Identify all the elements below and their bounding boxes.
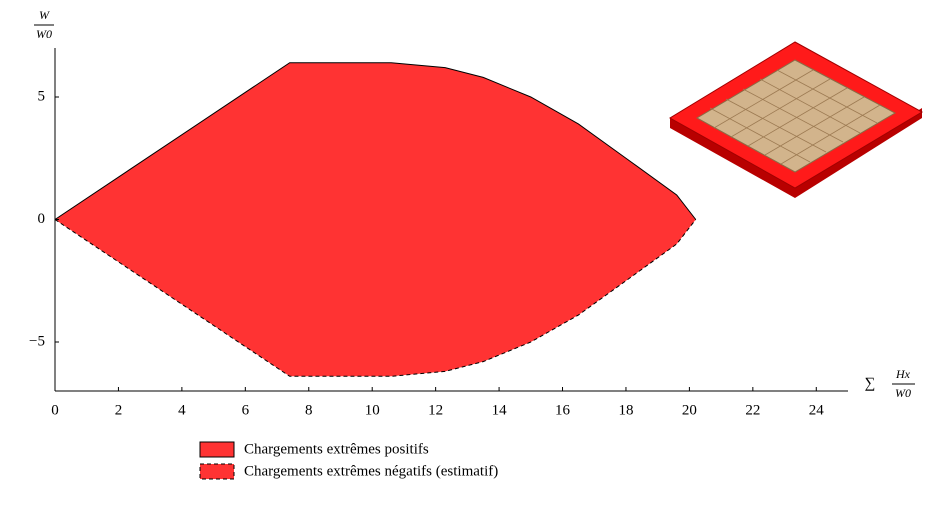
plate-side [670, 108, 922, 198]
y-tick-label: −5 [29, 333, 45, 349]
x-tick-label: 10 [365, 402, 380, 418]
plate-inner [695, 59, 897, 173]
x-tick-label: 8 [305, 402, 313, 418]
inset-plate [669, 41, 924, 198]
x-tick-label: 6 [242, 402, 250, 418]
x-tick-label: 2 [115, 402, 123, 418]
x-tick-label: 14 [492, 402, 508, 418]
y-tick-label: 0 [38, 211, 46, 227]
x-label-num: Hx [895, 367, 911, 381]
x-tick-label: 0 [51, 402, 59, 418]
x-tick-label: 24 [809, 402, 825, 418]
x-tick-label: 12 [428, 402, 443, 418]
area-outline [54, 62, 697, 220]
legend-swatch [199, 463, 235, 480]
x-tick-label: 16 [555, 402, 571, 418]
x-tick-label: 18 [618, 402, 633, 418]
x-label-sym: ∑ [865, 375, 876, 391]
y-tick-label: 5 [38, 88, 46, 104]
legend-swatch [199, 441, 235, 458]
x-label-den: W0 [895, 386, 911, 400]
plot-area [54, 62, 697, 377]
area-outline [54, 219, 697, 377]
y-label-den: W0 [36, 27, 52, 41]
y-label-num: W [39, 8, 50, 22]
x-tick-label: 4 [178, 402, 186, 418]
legend-label: Chargements extrêmes positifs [244, 441, 429, 457]
x-tick-label: 20 [682, 402, 697, 418]
area-fill [55, 219, 696, 377]
area-fill [55, 62, 696, 220]
legend-label: Chargements extrêmes négatifs (estimatif… [244, 463, 498, 479]
plate-tiles [709, 69, 881, 165]
x-tick-label: 22 [745, 402, 760, 418]
